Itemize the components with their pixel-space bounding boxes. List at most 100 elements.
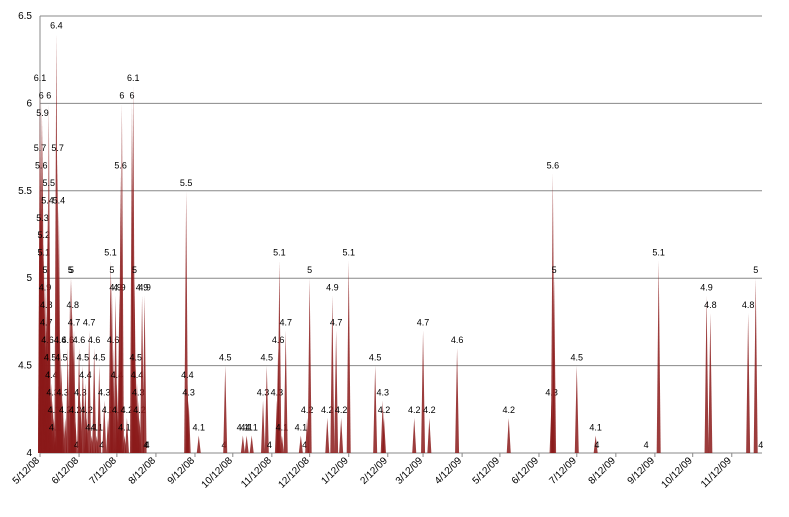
value-label: 4.9 [138, 283, 151, 293]
value-label: 5 [552, 265, 557, 275]
spike [552, 278, 557, 453]
value-label: 4 [145, 440, 150, 450]
value-label: 4.6 [73, 335, 86, 345]
value-label: 4.3 [132, 388, 145, 398]
value-label: 6 [46, 90, 51, 100]
value-label: 4.2 [48, 405, 61, 415]
spike [307, 278, 312, 453]
value-label: 4.7 [83, 318, 96, 328]
value-label: 4.2 [378, 405, 391, 415]
spike [186, 400, 191, 453]
value-label: 4.5 [571, 353, 584, 363]
value-label: 4.2 [502, 405, 515, 415]
value-label: 4.9 [136, 283, 149, 293]
x-tick-label: 5/12/08 [11, 455, 43, 487]
value-label: 4.9 [109, 283, 122, 293]
value-label: 4.3 [182, 388, 195, 398]
value-label: 4 [267, 440, 272, 450]
value-label: 4.5 [369, 353, 382, 363]
spike [72, 330, 77, 453]
x-tick-label: 8/12/08 [127, 455, 159, 487]
value-label: 4.7 [330, 318, 343, 328]
value-label: 4.2 [80, 405, 93, 415]
value-label: 4.3 [56, 388, 69, 398]
value-label: 5.7 [51, 143, 64, 153]
value-label: 4.5 [93, 353, 106, 363]
value-label: 6.1 [127, 73, 140, 83]
spike [184, 190, 189, 454]
value-label: 5 [753, 265, 758, 275]
value-label: 4.4 [131, 370, 144, 380]
value-label: 4.8 [67, 300, 80, 310]
value-label: 4.4 [45, 370, 58, 380]
spike [124, 418, 129, 453]
value-label: 4.1 [589, 423, 602, 433]
value-label: 4.2 [321, 405, 334, 415]
spike [240, 435, 245, 453]
value-label: 4.6 [54, 335, 67, 345]
value-label: 4.3 [376, 388, 389, 398]
value-label: 4.8 [704, 300, 717, 310]
value-label: 4 [758, 440, 763, 450]
value-label: 4.6 [451, 335, 464, 345]
value-label: 4.2 [423, 405, 436, 415]
spike [412, 418, 417, 453]
spike [92, 348, 97, 453]
value-label: 4.2 [59, 405, 72, 415]
value-label: 4.7 [279, 318, 292, 328]
value-label: 5 [68, 265, 73, 275]
value-label: 4.2 [335, 405, 348, 415]
value-label: 4.1 [276, 423, 289, 433]
x-tick-label: 5/12/09 [471, 455, 503, 487]
value-label: 4.2 [69, 405, 82, 415]
value-label: 4.9 [326, 283, 339, 293]
value-label: 4.4 [79, 370, 92, 380]
value-label: 4.4 [181, 370, 194, 380]
value-label: 4.6 [61, 335, 74, 345]
value-label: 4.5 [219, 353, 232, 363]
x-tick-label: 10/12/08 [200, 455, 236, 491]
value-label: 4.1 [118, 423, 131, 433]
x-tick-label: 9/12/09 [626, 455, 658, 487]
value-label: 4 [74, 440, 79, 450]
spike [704, 295, 709, 453]
spike [753, 278, 758, 453]
value-label: 4 [302, 440, 307, 450]
value-label: 5 [132, 265, 137, 275]
spike [80, 365, 85, 453]
spike [427, 418, 432, 453]
value-label: 5.6 [547, 160, 560, 170]
value-label: 5 [43, 265, 48, 275]
value-label: 4.1 [193, 423, 206, 433]
value-label: 4.5 [44, 353, 57, 363]
x-tick-label: 12/12/08 [276, 455, 312, 491]
y-tick-label: 5.5 [18, 186, 32, 197]
value-label: 4.7 [417, 318, 430, 328]
spike [346, 260, 351, 453]
value-label: 5.1 [104, 248, 117, 258]
value-label: 5 [109, 265, 114, 275]
value-label: 4.2 [102, 405, 115, 415]
value-label: 6.4 [50, 20, 63, 30]
spike [330, 295, 335, 453]
value-label: 4.2 [408, 405, 421, 415]
value-label: 5 [69, 265, 74, 275]
value-label: 4.7 [40, 318, 53, 328]
value-label: 5.3 [36, 213, 49, 223]
value-label: 4.7 [68, 318, 81, 328]
x-tick-label: 6/12/08 [50, 455, 82, 487]
spike [373, 365, 378, 453]
value-label: 5.4 [53, 195, 66, 205]
spike [656, 260, 661, 453]
value-label: 4.3 [271, 388, 284, 398]
value-label: 6 [129, 90, 134, 100]
x-tick-label: 10/12/09 [660, 455, 696, 491]
spike [455, 348, 460, 453]
x-tick-label: 2/12/09 [359, 455, 391, 487]
value-label: 4.1 [295, 423, 308, 433]
value-label: 4.8 [742, 300, 755, 310]
value-label: 4.6 [107, 335, 120, 345]
x-tick-label: 7/12/08 [88, 455, 120, 487]
value-label: 4.3 [98, 388, 111, 398]
value-label: 6 [39, 90, 44, 100]
